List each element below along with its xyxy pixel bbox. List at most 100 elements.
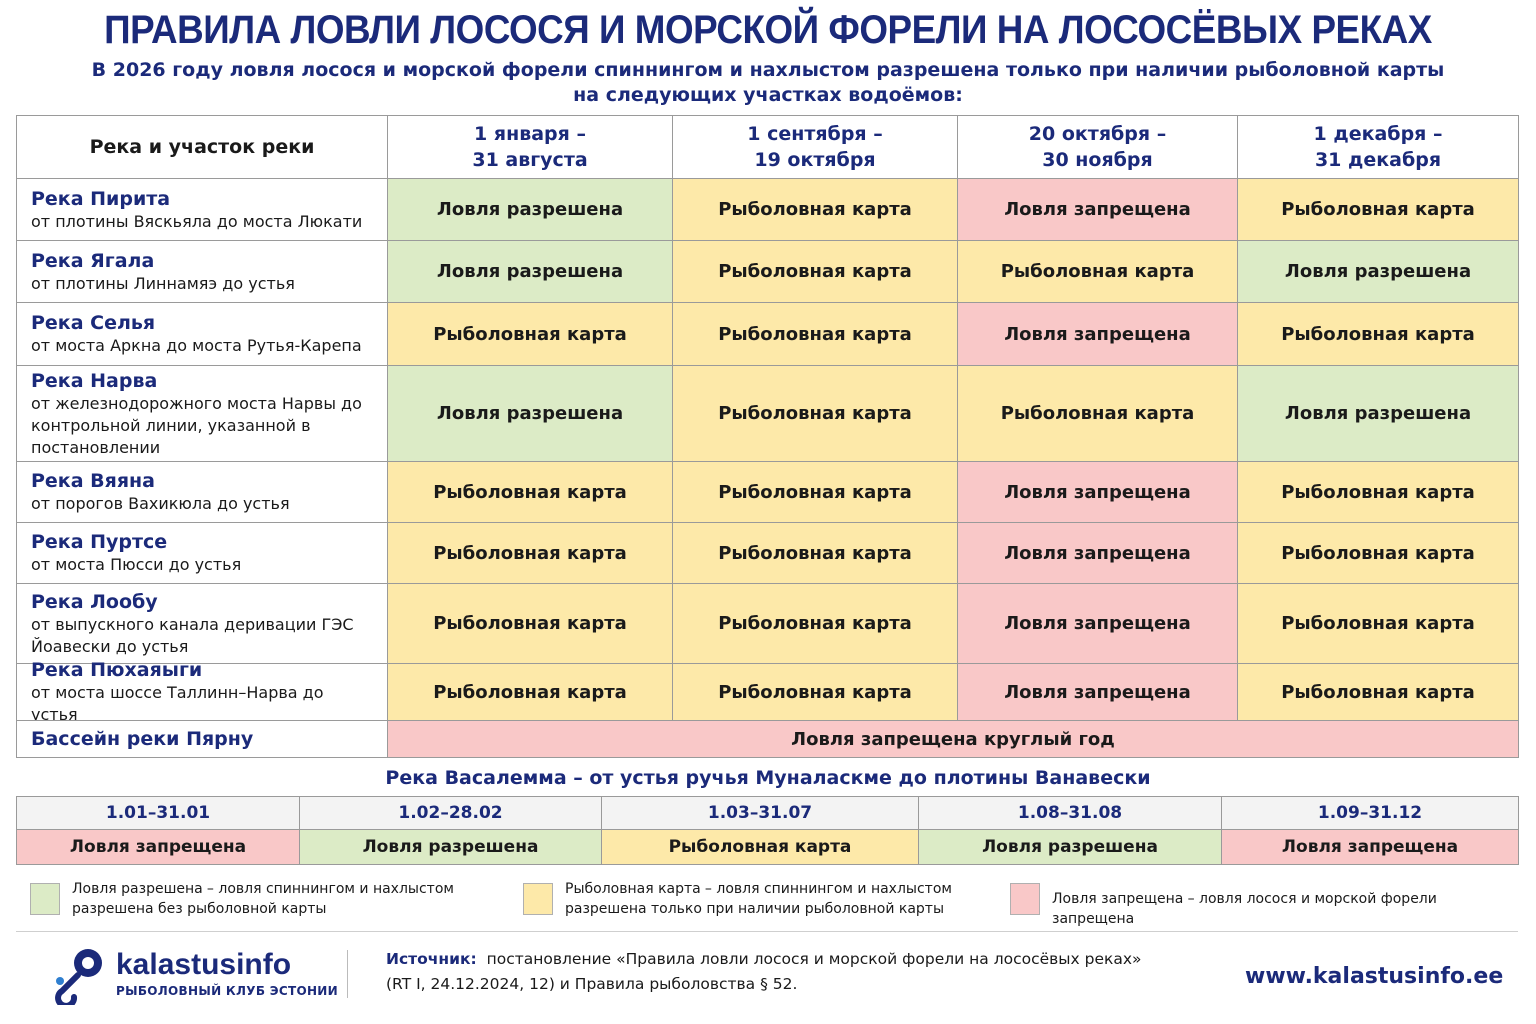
status-text: Рыболовная карта (1281, 681, 1475, 703)
status-cell: Рыболовная карта (957, 365, 1238, 462)
source-label: Источник: (386, 950, 477, 968)
status-cell: Ловля запрещена (957, 663, 1238, 721)
status-cell: Ловля разрешена (299, 829, 602, 865)
legend-label: Рыболовная карта – ловля спиннингом и нах… (565, 879, 965, 919)
source-text: постановление «Правила ловли лосося и мо… (386, 950, 1142, 993)
status-text: Рыболовная карта (718, 261, 912, 282)
status-text: Ловля запрещена (1004, 199, 1191, 220)
legend-term: Рыболовная карта (565, 881, 701, 897)
logo-pin-hole (82, 957, 94, 969)
status-text: Ловля запрещена (1004, 681, 1191, 703)
river-section: от моста Аркна до моста Рутья-Карепа (31, 336, 362, 355)
status-cell: Рыболовная карта (387, 302, 673, 366)
subtitle: В 2026 году ловля лосося и морской форел… (91, 59, 1445, 106)
status-text: Ловля разрешена (362, 837, 539, 857)
status-text: Ловля запрещена (69, 837, 247, 857)
legend-description: – ловля спиннингом и нахлыстом разрешена… (565, 881, 952, 917)
status-cell: Ловля запрещена (1221, 829, 1519, 865)
header-cell: 1 декабря – 31 декабря (1237, 115, 1519, 179)
legend-label: Ловля разрешена – ловля спиннингом и нахл… (72, 879, 472, 919)
header-cell: 1 сентября – 19 октября (672, 115, 958, 179)
legend-term: Ловля разрешена (72, 881, 203, 897)
legend-swatch (523, 883, 553, 915)
status-text: Рыболовная карта (1281, 613, 1475, 634)
url[interactable]: www.kalastusinfo.ee (1245, 964, 1504, 989)
status-cell: Ловля разрешена (387, 365, 673, 462)
river-name: Река Вяяна (31, 470, 155, 492)
status-text: Ловля разрешена (1284, 261, 1472, 282)
status-cell: Ловля разрешена (387, 240, 673, 303)
river-cell: Река Пуртсе от моста Пюсси до устья (16, 522, 388, 584)
logo-subtitle: РЫБОЛОВНЫЙ КЛУБ ЭСТОНИИ (116, 984, 338, 998)
legend-swatch (1010, 883, 1040, 915)
vasalemma-title: Река Васалемма – от устья ручья Муналаск… (385, 767, 1151, 789)
status-text: Рыболовная карта (1000, 261, 1195, 282)
status-cell: Рыболовная карта (387, 461, 673, 523)
status-cell: Ловля запрещена круглый год (387, 720, 1519, 758)
header-cell: Река и участок реки (16, 115, 388, 179)
status-cell: Ловля разрешена (918, 829, 1222, 865)
river-section: от моста шоссе Таллинн–Нарва до устья (31, 683, 324, 724)
river-section: от моста Пюсси до устья (31, 555, 242, 574)
river-name: Река Пуртсе (31, 531, 168, 553)
header-cell: 1 января – 31 августа (387, 115, 673, 179)
status-text: Рыболовная карта (718, 681, 912, 703)
river-cell: Река Ягала от плотины Линнамяэ до устья (16, 240, 388, 303)
legend-description: – ловля лосося и морской форели запрещен… (1052, 891, 1437, 927)
river-section: от железнодорожного моста Нарвы до контр… (31, 393, 362, 457)
status-cell: Рыболовная карта (1237, 302, 1519, 366)
status-text: Ловля разрешена (436, 199, 624, 220)
status-cell: Ловля запрещена (957, 178, 1238, 241)
source: Источник: постановление «Правила ловли л… (386, 947, 1166, 997)
status-cell: Рыболовная карта (672, 522, 958, 584)
status-cell: Рыболовная карта (387, 583, 673, 664)
status-cell: Рыболовная карта (1237, 461, 1519, 523)
legend-swatch (30, 883, 60, 915)
status-cell: Рыболовная карта (672, 583, 958, 664)
status-text: Рыболовная карта (718, 323, 912, 345)
status-text: Ловля запрещена (1004, 613, 1191, 634)
status-cell: Рыболовная карта (387, 663, 673, 721)
status-cell: Рыболовная карта (1237, 663, 1519, 721)
period-cell: 1.03–31.07 (601, 796, 919, 830)
status-text: Рыболовная карта (433, 481, 627, 503)
river-section: от порогов Вахикюла до устья (31, 494, 290, 513)
river-section: от выпускного канала деривации ГЭС Йоаве… (31, 614, 354, 656)
status-text: Рыболовная карта (1281, 481, 1475, 503)
status-text: Рыболовная карта (1281, 542, 1475, 564)
status-cell: Ловля запрещена (957, 583, 1238, 664)
status-cell: Рыболовная карта (1237, 178, 1519, 241)
title: ПРАВИЛА ЛОВЛИ ЛОСОСЯ И МОРСКОЙ ФОРЕЛИ НА… (104, 8, 1432, 52)
status-text: Рыболовная карта (1000, 403, 1195, 424)
status-cell: Ловля разрешена (387, 178, 673, 241)
period-cell: 1.08–31.08 (918, 796, 1222, 830)
status-cell: Рыболовная карта (672, 461, 958, 523)
status-cell: Рыболовная карта (672, 663, 958, 721)
river-cell: Река Селья от моста Аркна до моста Рутья-… (16, 302, 388, 366)
status-text: Ловля запрещена (1281, 837, 1459, 857)
status-cell: Рыболовная карта (957, 240, 1238, 303)
status-text: Ловля запрещена (1004, 481, 1191, 503)
status-text: Рыболовная карта (718, 613, 912, 634)
period-cell: 1.01–31.01 (16, 796, 300, 830)
status-cell: Рыболовная карта (672, 302, 958, 366)
logo-dot (56, 977, 64, 985)
status-cell: Рыболовная карта (672, 240, 958, 303)
legend-term: Ловля запрещена (1052, 891, 1184, 907)
river-cell: Река Пирита от плотины Вяскьяла до моста … (16, 178, 388, 241)
status-cell: Рыболовная карта (387, 522, 673, 584)
status-text: Рыболовная карта (718, 481, 912, 503)
status-cell: Рыболовная карта (1237, 522, 1519, 584)
river-cell: Река Нарва от железнодорожного моста Нарв… (16, 365, 388, 462)
status-text: Ловля разрешена (436, 261, 624, 282)
status-text: Рыболовная карта (1281, 199, 1475, 220)
divider (16, 931, 1518, 932)
status-cell: Ловля разрешена (1237, 365, 1519, 462)
status-text: Рыболовная карта (433, 681, 627, 703)
status-text: Ловля разрешена (1284, 403, 1472, 424)
status-text: Рыболовная карта (433, 542, 627, 564)
status-cell: Ловля запрещена (957, 522, 1238, 584)
